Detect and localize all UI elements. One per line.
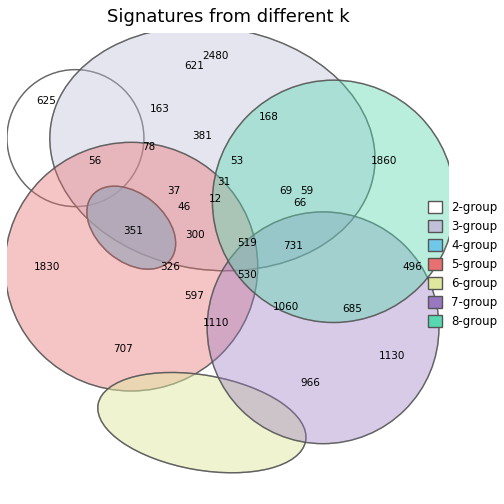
Text: 37: 37 — [167, 186, 180, 196]
Text: 31: 31 — [217, 177, 231, 187]
Text: 1060: 1060 — [273, 302, 299, 311]
Text: 1130: 1130 — [379, 351, 405, 361]
Text: 966: 966 — [300, 377, 321, 388]
Text: 351: 351 — [123, 226, 143, 236]
Text: 519: 519 — [237, 238, 257, 248]
Text: 59: 59 — [300, 186, 314, 196]
Ellipse shape — [212, 80, 455, 323]
Text: 381: 381 — [192, 131, 212, 141]
Text: 685: 685 — [343, 304, 362, 314]
Text: 1830: 1830 — [34, 262, 60, 272]
Text: 69: 69 — [280, 186, 293, 196]
Text: 731: 731 — [284, 240, 303, 250]
Ellipse shape — [50, 27, 375, 271]
Text: 12: 12 — [209, 194, 222, 204]
Text: 56: 56 — [88, 156, 101, 166]
Text: 163: 163 — [150, 104, 170, 113]
Ellipse shape — [5, 142, 258, 391]
Text: 2480: 2480 — [203, 51, 229, 61]
Text: 530: 530 — [237, 270, 257, 280]
Ellipse shape — [98, 372, 306, 473]
Text: 496: 496 — [403, 262, 422, 272]
Ellipse shape — [7, 70, 144, 207]
Text: 597: 597 — [184, 291, 205, 301]
Text: 621: 621 — [184, 61, 205, 72]
Ellipse shape — [207, 212, 439, 444]
Text: 1860: 1860 — [371, 156, 397, 166]
Text: 53: 53 — [230, 156, 243, 166]
Title: Signatures from different k: Signatures from different k — [107, 8, 350, 26]
Text: 707: 707 — [113, 344, 133, 354]
Text: 66: 66 — [293, 199, 306, 209]
Text: 1110: 1110 — [203, 318, 229, 328]
Text: 78: 78 — [143, 142, 156, 152]
Text: 168: 168 — [259, 112, 278, 122]
Text: 625: 625 — [36, 96, 56, 106]
Text: 300: 300 — [184, 230, 204, 240]
Text: 46: 46 — [177, 202, 191, 212]
Text: 326: 326 — [160, 262, 180, 272]
Legend: 2-group, 3-group, 4-group, 5-group, 6-group, 7-group, 8-group: 2-group, 3-group, 4-group, 5-group, 6-gr… — [424, 198, 501, 331]
Ellipse shape — [87, 186, 176, 269]
